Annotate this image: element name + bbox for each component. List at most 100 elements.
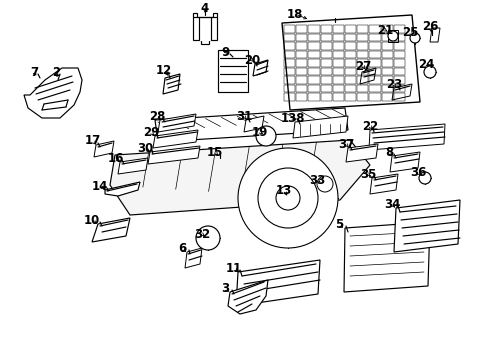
Bar (368, 85, 380, 93)
Circle shape (418, 172, 430, 184)
Bar (296, 94, 307, 101)
Polygon shape (368, 124, 444, 150)
Bar (381, 85, 392, 93)
Bar (356, 59, 367, 67)
Bar (284, 42, 295, 50)
Bar (345, 85, 355, 93)
Bar (332, 42, 343, 50)
Text: 31: 31 (235, 109, 252, 122)
Bar (393, 51, 404, 58)
Bar (320, 51, 331, 58)
Text: 13: 13 (275, 184, 291, 198)
Bar (320, 76, 331, 84)
Polygon shape (387, 30, 397, 42)
Bar (332, 25, 343, 32)
Polygon shape (218, 50, 247, 92)
Bar (320, 25, 331, 32)
Text: 37: 37 (337, 138, 353, 150)
Bar (345, 33, 355, 41)
Circle shape (256, 126, 275, 146)
Bar (320, 59, 331, 67)
Polygon shape (429, 28, 439, 42)
Text: 25: 25 (401, 26, 417, 39)
Bar (356, 76, 367, 84)
Bar (332, 76, 343, 84)
Bar (393, 59, 404, 67)
Text: 33: 33 (308, 174, 325, 186)
Polygon shape (282, 15, 419, 110)
Polygon shape (359, 68, 375, 84)
Bar (368, 51, 380, 58)
Text: 11: 11 (225, 261, 242, 274)
Bar (356, 42, 367, 50)
Text: 26: 26 (421, 19, 437, 32)
Bar (345, 42, 355, 50)
Bar (345, 51, 355, 58)
Text: 15: 15 (206, 145, 223, 158)
Text: 30: 30 (137, 141, 153, 154)
Bar (284, 59, 295, 67)
Polygon shape (110, 140, 369, 215)
Text: 35: 35 (359, 167, 375, 180)
Text: 22: 22 (361, 120, 377, 132)
Bar (368, 25, 380, 32)
Text: 32: 32 (193, 228, 210, 240)
Text: 7: 7 (30, 66, 38, 78)
Text: 2: 2 (52, 66, 60, 78)
Circle shape (238, 148, 337, 248)
Bar (320, 33, 331, 41)
Bar (393, 94, 404, 101)
Bar (308, 59, 319, 67)
Bar (296, 33, 307, 41)
Bar (381, 68, 392, 75)
Text: 29: 29 (142, 126, 159, 139)
Bar (296, 68, 307, 75)
Bar (393, 33, 404, 41)
Bar (356, 51, 367, 58)
Bar (356, 85, 367, 93)
Polygon shape (94, 141, 114, 157)
Polygon shape (193, 13, 217, 44)
Text: 27: 27 (354, 59, 370, 72)
Text: 3: 3 (221, 282, 228, 294)
Bar (320, 42, 331, 50)
Bar (368, 42, 380, 50)
Bar (308, 76, 319, 84)
Text: 6: 6 (178, 242, 186, 255)
Polygon shape (252, 60, 267, 76)
Bar (308, 42, 319, 50)
Polygon shape (391, 84, 411, 100)
Text: 9: 9 (222, 45, 230, 58)
Bar (284, 25, 295, 32)
Bar (368, 59, 380, 67)
Text: 23: 23 (385, 77, 401, 90)
Bar (381, 42, 392, 50)
Bar (393, 68, 404, 75)
Text: 138: 138 (280, 112, 305, 125)
Text: 34: 34 (383, 198, 399, 211)
Bar (284, 85, 295, 93)
Bar (332, 68, 343, 75)
Text: 10: 10 (84, 213, 100, 226)
Text: 4: 4 (201, 1, 209, 14)
Polygon shape (118, 158, 148, 174)
Bar (393, 42, 404, 50)
Bar (332, 94, 343, 101)
Bar (296, 42, 307, 50)
Bar (284, 68, 295, 75)
Text: 18: 18 (286, 8, 303, 21)
Polygon shape (199, 27, 210, 40)
Bar (308, 25, 319, 32)
Bar (381, 51, 392, 58)
Text: 12: 12 (156, 63, 172, 77)
Bar (381, 59, 392, 67)
Bar (345, 94, 355, 101)
Bar (308, 51, 319, 58)
Bar (320, 68, 331, 75)
Bar (356, 68, 367, 75)
Bar (332, 33, 343, 41)
Polygon shape (153, 130, 198, 148)
Bar (381, 33, 392, 41)
Text: 24: 24 (417, 58, 433, 71)
Bar (284, 51, 295, 58)
